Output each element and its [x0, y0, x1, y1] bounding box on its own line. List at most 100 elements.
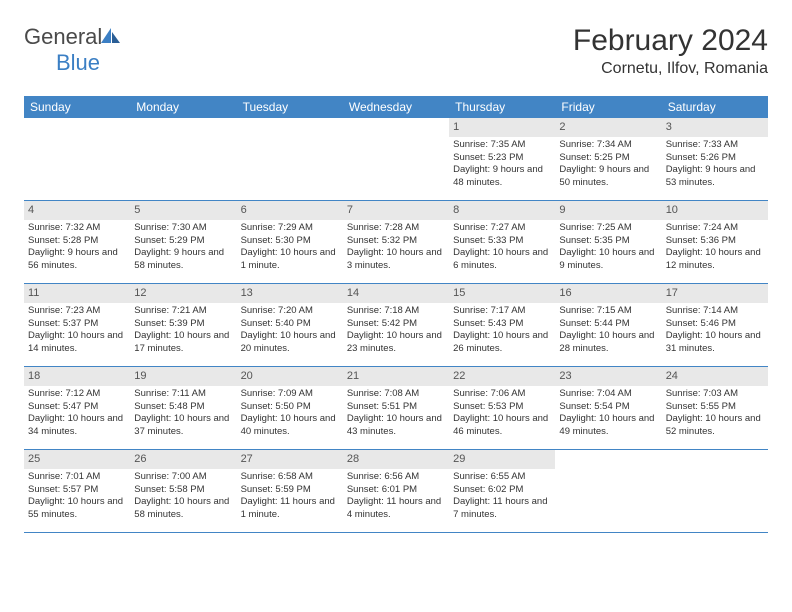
- day-cell: [343, 118, 449, 200]
- location-label: Cornetu, Ilfov, Romania: [573, 60, 768, 78]
- day-cell: 13Sunrise: 7:20 AMSunset: 5:40 PMDayligh…: [237, 284, 343, 366]
- week-row: 25Sunrise: 7:01 AMSunset: 5:57 PMDayligh…: [24, 450, 768, 533]
- sunrise-text: Sunrise: 7:35 AM: [453, 139, 551, 152]
- day-cell: 4Sunrise: 7:32 AMSunset: 5:28 PMDaylight…: [24, 201, 130, 283]
- sunset-text: Sunset: 6:01 PM: [347, 484, 445, 497]
- daylight-text: Daylight: 10 hours and 40 minutes.: [241, 413, 339, 439]
- daylight-text: Daylight: 10 hours and 34 minutes.: [28, 413, 126, 439]
- sunrise-text: Sunrise: 6:55 AM: [453, 471, 551, 484]
- daylight-text: Daylight: 9 hours and 56 minutes.: [28, 247, 126, 273]
- sunset-text: Sunset: 5:28 PM: [28, 235, 126, 248]
- sunset-text: Sunset: 5:47 PM: [28, 401, 126, 414]
- day-number: 19: [130, 367, 236, 386]
- day-content: Sunrise: 7:24 AMSunset: 5:36 PMDaylight:…: [662, 220, 768, 277]
- day-content: Sunrise: 7:01 AMSunset: 5:57 PMDaylight:…: [24, 469, 130, 526]
- weeks-container: 1Sunrise: 7:35 AMSunset: 5:23 PMDaylight…: [24, 118, 768, 533]
- day-content: Sunrise: 6:56 AMSunset: 6:01 PMDaylight:…: [343, 469, 449, 526]
- day-number: 1: [449, 118, 555, 137]
- sunset-text: Sunset: 5:46 PM: [666, 318, 764, 331]
- day-cell: 23Sunrise: 7:04 AMSunset: 5:54 PMDayligh…: [555, 367, 661, 449]
- logo-text-general: General: [24, 24, 102, 49]
- day-content: Sunrise: 7:11 AMSunset: 5:48 PMDaylight:…: [130, 386, 236, 443]
- day-content: Sunrise: 7:00 AMSunset: 5:58 PMDaylight:…: [130, 469, 236, 526]
- sunrise-text: Sunrise: 7:14 AM: [666, 305, 764, 318]
- day-cell: 22Sunrise: 7:06 AMSunset: 5:53 PMDayligh…: [449, 367, 555, 449]
- sunrise-text: Sunrise: 7:15 AM: [559, 305, 657, 318]
- day-number: 25: [24, 450, 130, 469]
- sunrise-text: Sunrise: 7:21 AM: [134, 305, 232, 318]
- logo-sail-icon: [100, 26, 122, 44]
- day-header: Tuesday: [237, 96, 343, 118]
- daylight-text: Daylight: 9 hours and 53 minutes.: [666, 164, 764, 190]
- sunset-text: Sunset: 5:48 PM: [134, 401, 232, 414]
- day-header: Friday: [555, 96, 661, 118]
- sunset-text: Sunset: 5:55 PM: [666, 401, 764, 414]
- sunrise-text: Sunrise: 7:23 AM: [28, 305, 126, 318]
- daylight-text: Daylight: 10 hours and 20 minutes.: [241, 330, 339, 356]
- day-header: Saturday: [662, 96, 768, 118]
- day-content: Sunrise: 7:29 AMSunset: 5:30 PMDaylight:…: [237, 220, 343, 277]
- daylight-text: Daylight: 10 hours and 1 minute.: [241, 247, 339, 273]
- page-title: February 2024: [573, 24, 768, 58]
- daylight-text: Daylight: 11 hours and 1 minute.: [241, 496, 339, 522]
- day-cell: 21Sunrise: 7:08 AMSunset: 5:51 PMDayligh…: [343, 367, 449, 449]
- day-number: [24, 118, 130, 122]
- daylight-text: Daylight: 10 hours and 3 minutes.: [347, 247, 445, 273]
- day-content: Sunrise: 7:34 AMSunset: 5:25 PMDaylight:…: [555, 137, 661, 194]
- calendar: Sunday Monday Tuesday Wednesday Thursday…: [24, 96, 768, 533]
- day-number: 23: [555, 367, 661, 386]
- day-number: [662, 450, 768, 454]
- day-content: Sunrise: 7:04 AMSunset: 5:54 PMDaylight:…: [555, 386, 661, 443]
- day-number: 7: [343, 201, 449, 220]
- sunrise-text: Sunrise: 7:28 AM: [347, 222, 445, 235]
- day-cell: [237, 118, 343, 200]
- daylight-text: Daylight: 10 hours and 26 minutes.: [453, 330, 551, 356]
- daylight-text: Daylight: 10 hours and 28 minutes.: [559, 330, 657, 356]
- day-content: Sunrise: 7:27 AMSunset: 5:33 PMDaylight:…: [449, 220, 555, 277]
- sunrise-text: Sunrise: 7:20 AM: [241, 305, 339, 318]
- sunrise-text: Sunrise: 6:58 AM: [241, 471, 339, 484]
- day-cell: 25Sunrise: 7:01 AMSunset: 5:57 PMDayligh…: [24, 450, 130, 532]
- day-number: 14: [343, 284, 449, 303]
- week-row: 1Sunrise: 7:35 AMSunset: 5:23 PMDaylight…: [24, 118, 768, 201]
- day-number: 9: [555, 201, 661, 220]
- logo-text-blue: Blue: [56, 50, 100, 75]
- day-cell: 24Sunrise: 7:03 AMSunset: 5:55 PMDayligh…: [662, 367, 768, 449]
- sunrise-text: Sunrise: 7:17 AM: [453, 305, 551, 318]
- sunset-text: Sunset: 5:44 PM: [559, 318, 657, 331]
- sunrise-text: Sunrise: 7:32 AM: [28, 222, 126, 235]
- day-cell: 11Sunrise: 7:23 AMSunset: 5:37 PMDayligh…: [24, 284, 130, 366]
- day-content: Sunrise: 7:09 AMSunset: 5:50 PMDaylight:…: [237, 386, 343, 443]
- sunrise-text: Sunrise: 7:03 AM: [666, 388, 764, 401]
- day-content: Sunrise: 7:23 AMSunset: 5:37 PMDaylight:…: [24, 303, 130, 360]
- day-content: Sunrise: 7:08 AMSunset: 5:51 PMDaylight:…: [343, 386, 449, 443]
- daylight-text: Daylight: 11 hours and 4 minutes.: [347, 496, 445, 522]
- day-cell: 20Sunrise: 7:09 AMSunset: 5:50 PMDayligh…: [237, 367, 343, 449]
- day-content: Sunrise: 7:20 AMSunset: 5:40 PMDaylight:…: [237, 303, 343, 360]
- day-number: 27: [237, 450, 343, 469]
- sunset-text: Sunset: 5:37 PM: [28, 318, 126, 331]
- day-cell: 8Sunrise: 7:27 AMSunset: 5:33 PMDaylight…: [449, 201, 555, 283]
- day-number: 16: [555, 284, 661, 303]
- day-cell: [24, 118, 130, 200]
- day-content: Sunrise: 7:12 AMSunset: 5:47 PMDaylight:…: [24, 386, 130, 443]
- day-content: Sunrise: 7:28 AMSunset: 5:32 PMDaylight:…: [343, 220, 449, 277]
- sunset-text: Sunset: 5:53 PM: [453, 401, 551, 414]
- sunrise-text: Sunrise: 7:24 AM: [666, 222, 764, 235]
- daylight-text: Daylight: 9 hours and 50 minutes.: [559, 164, 657, 190]
- day-number: [237, 118, 343, 122]
- day-cell: 10Sunrise: 7:24 AMSunset: 5:36 PMDayligh…: [662, 201, 768, 283]
- sunset-text: Sunset: 5:32 PM: [347, 235, 445, 248]
- sunset-text: Sunset: 5:58 PM: [134, 484, 232, 497]
- week-row: 11Sunrise: 7:23 AMSunset: 5:37 PMDayligh…: [24, 284, 768, 367]
- day-number: 28: [343, 450, 449, 469]
- day-cell: 14Sunrise: 7:18 AMSunset: 5:42 PMDayligh…: [343, 284, 449, 366]
- sunrise-text: Sunrise: 7:00 AM: [134, 471, 232, 484]
- daylight-text: Daylight: 10 hours and 37 minutes.: [134, 413, 232, 439]
- day-content: Sunrise: 7:15 AMSunset: 5:44 PMDaylight:…: [555, 303, 661, 360]
- day-number: 8: [449, 201, 555, 220]
- sunrise-text: Sunrise: 7:27 AM: [453, 222, 551, 235]
- sunset-text: Sunset: 5:26 PM: [666, 152, 764, 165]
- daylight-text: Daylight: 10 hours and 12 minutes.: [666, 247, 764, 273]
- day-number: 15: [449, 284, 555, 303]
